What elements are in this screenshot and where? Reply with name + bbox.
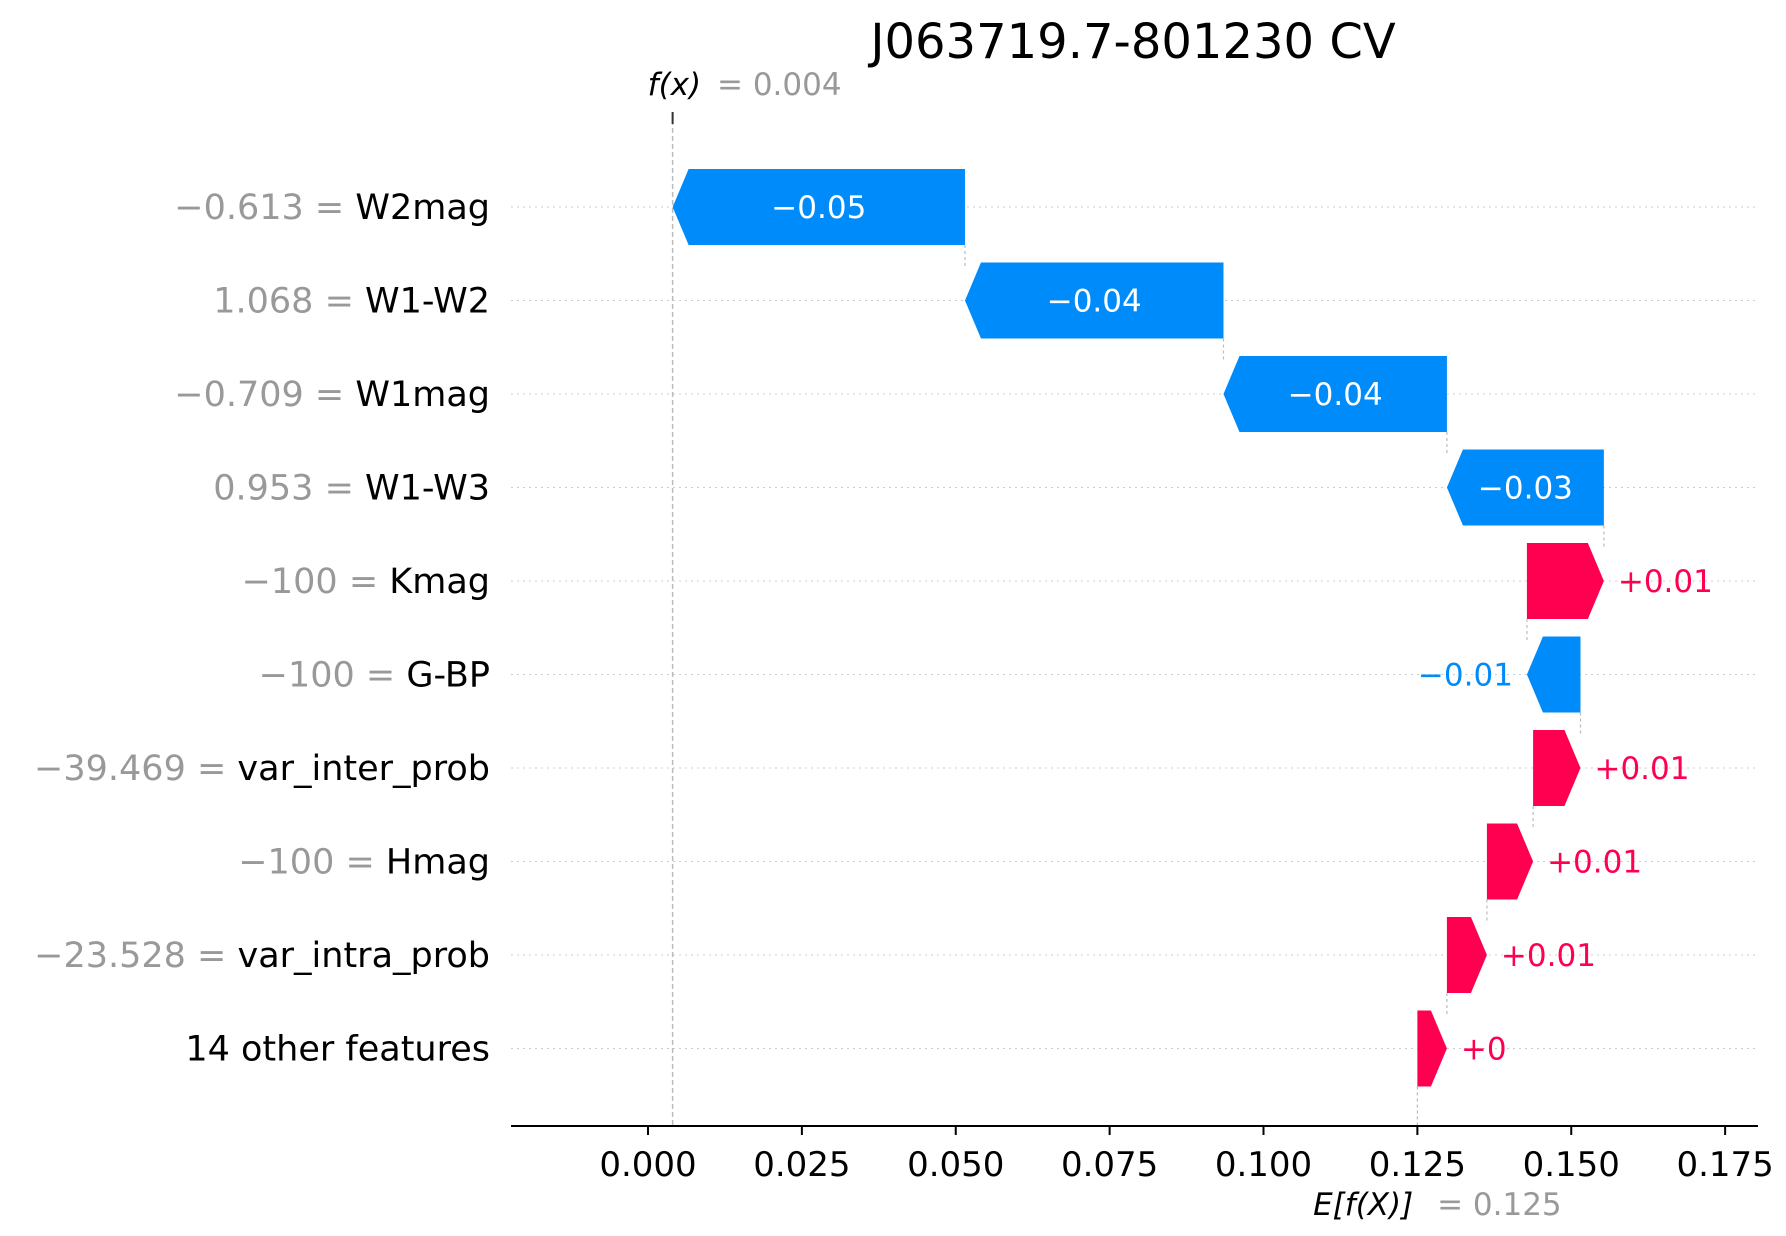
feature-name: W2mag: [355, 188, 490, 228]
feature-name: G-BP: [406, 656, 490, 696]
fx-value: = 0.004: [717, 67, 842, 103]
x-axis: 0.000 0.025 0.050 0.075 0.100 0.125 0.150 0.175: [599, 1126, 1774, 1185]
feature-label: 1.068 = W1-W2: [213, 282, 490, 322]
bar-value-label: −0.04: [1047, 284, 1142, 320]
x-tick-label: 0.175: [1676, 1145, 1773, 1185]
feature-label: −0.709 = W1mag: [174, 375, 490, 415]
bar-g-bp: [1526, 636, 1581, 713]
feature-label: −100 = Hmag: [238, 843, 490, 883]
feature-label: −100 = Kmag: [242, 562, 490, 602]
expected-value-label: E[f(X)]: [1313, 1187, 1413, 1223]
feature-label: −39.469 = var_inter_prob: [34, 749, 490, 789]
x-tick-label: 0.025: [753, 1145, 850, 1185]
expected-value-annotation: E[f(X)] = 0.125: [1313, 1187, 1562, 1223]
expected-value-value: = 0.125: [1437, 1187, 1562, 1223]
feature-label: −0.613 = W2mag: [174, 188, 490, 228]
feature-value: −0.709 =: [174, 375, 355, 415]
bar-w1-w3: [1446, 449, 1604, 526]
svg-text:E[f(X)] = 0.125: E[f(X)] = 0.125: [1313, 1187, 1562, 1223]
reference-lines: [671, 112, 1605, 1126]
feature-name: W1-W2: [365, 282, 490, 322]
feature-name: var_intra_prob: [238, 936, 491, 976]
feature-name: W1-W3: [365, 469, 490, 509]
feature-value: −23.528 =: [34, 936, 237, 976]
feature-value: 1.068 =: [213, 282, 365, 322]
feature-value: −39.469 =: [34, 749, 237, 789]
feature-label: −23.528 = var_intra_prob: [34, 936, 490, 976]
x-tick-label: 0.075: [1061, 1145, 1158, 1185]
feature-labels: −0.613 = W2mag 1.068 = W1-W2 −0.709 = W1ma…: [34, 188, 490, 1070]
x-tick-label: 0.100: [1215, 1145, 1312, 1185]
feature-label: 14 other features: [185, 1030, 490, 1070]
chart-title: J063719.7-801230 CV: [867, 14, 1396, 70]
bar-w1mag: [1223, 356, 1447, 432]
feature-name: W1mag: [355, 375, 490, 415]
x-tick-label: 0.000: [599, 1145, 696, 1185]
x-tick-label: 0.150: [1523, 1145, 1620, 1185]
bar-value-label: +0: [1461, 1032, 1507, 1068]
feature-value: 0.953 =: [213, 469, 365, 509]
feature-value: −0.613 =: [174, 188, 355, 228]
bar-value-label: +0.01: [1501, 938, 1596, 974]
bar-w2mag: [672, 169, 965, 245]
bar-value-label: −0.03: [1478, 471, 1573, 507]
bar-value-label: −0.04: [1288, 377, 1383, 413]
fx-label: f(x): [648, 67, 701, 103]
feature-name: Kmag: [389, 562, 490, 602]
bar-kmag: [1526, 543, 1604, 619]
bar-hmag: [1486, 823, 1534, 900]
x-tick-label: 0.125: [1369, 1145, 1466, 1185]
feature-value: −100 =: [259, 656, 407, 696]
bar-w1-w2: [964, 262, 1224, 339]
bar-value-label: +0.01: [1547, 845, 1642, 881]
feature-label: 0.953 = W1-W3: [213, 469, 490, 509]
bar-14-other-features: [1417, 1010, 1447, 1087]
bar-value-label: +0.01: [1594, 751, 1689, 787]
bars: −0.05 −0.04 −0.04 −0.03 +0.01 −0.01 +0.01 +0.01…: [672, 169, 1713, 1087]
feature-label: −100 = G-BP: [259, 656, 490, 696]
bar-var-inter-prob: [1533, 730, 1581, 806]
bar-value-label: +0.01: [1618, 564, 1713, 600]
bar-var-intra-prob: [1446, 917, 1487, 993]
feature-name: 14 other features: [185, 1030, 490, 1070]
bar-value-label: −0.05: [771, 190, 866, 226]
x-tick-label: 0.050: [907, 1145, 1004, 1185]
fx-annotation: f(x) = 0.004: [648, 67, 842, 103]
feature-value: −100 =: [238, 843, 386, 883]
feature-name: var_inter_prob: [237, 749, 490, 789]
feature-name: Hmag: [386, 843, 490, 883]
feature-value: −100 =: [242, 562, 390, 602]
svg-text:f(x) = 0.004: f(x) = 0.004: [648, 67, 842, 103]
bar-value-label: −0.01: [1418, 658, 1513, 694]
